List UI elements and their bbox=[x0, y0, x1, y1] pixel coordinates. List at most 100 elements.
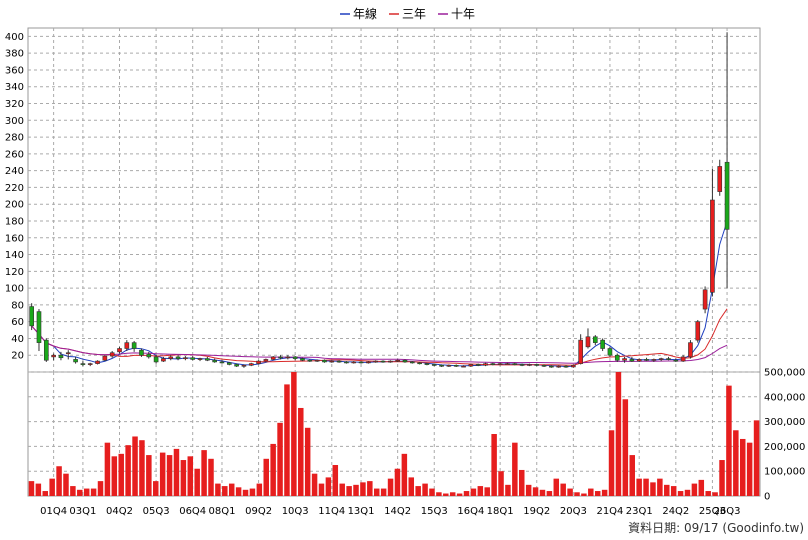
candle-body bbox=[219, 361, 225, 364]
price-axis-ticks: 20 40 60 80 100 120 140 160 180 200 220 240 260 280 30… bbox=[5, 32, 24, 362]
volume-bar bbox=[49, 478, 55, 496]
candle-body bbox=[651, 359, 657, 361]
volume-tick-label: 400,000 bbox=[764, 392, 805, 403]
volume-bar bbox=[118, 453, 124, 496]
volume-bar bbox=[636, 478, 642, 496]
volume-bar bbox=[664, 484, 670, 496]
volume-bar bbox=[477, 486, 484, 496]
price-tick-label: 80 bbox=[11, 300, 24, 311]
volume-bar bbox=[560, 483, 566, 496]
candle-body bbox=[205, 358, 210, 361]
volume-bar bbox=[539, 489, 546, 496]
candle-body bbox=[519, 364, 525, 366]
volume-axis-ticks: 0 100,000 200,000 300,000 400,000 500,000 bbox=[764, 368, 805, 503]
price-tick-label: 320 bbox=[5, 99, 24, 110]
candle-body bbox=[534, 364, 540, 366]
volume-bar bbox=[277, 422, 283, 496]
volume-bar bbox=[519, 469, 525, 496]
volume-bar bbox=[153, 481, 159, 496]
candle-body bbox=[629, 359, 635, 362]
volume-bar bbox=[194, 468, 200, 496]
candle-body bbox=[636, 359, 642, 362]
volume-bar bbox=[739, 438, 746, 496]
candle-body bbox=[468, 364, 474, 367]
x-tick-label: 26Q3 bbox=[714, 506, 741, 517]
price-panel-frame bbox=[27, 27, 761, 373]
candle-body bbox=[592, 336, 598, 343]
volume-bar bbox=[242, 489, 249, 496]
price-tick-label: 360 bbox=[5, 65, 24, 76]
volume-bar bbox=[111, 456, 118, 496]
volume-bar bbox=[546, 491, 553, 496]
volume-bar bbox=[629, 455, 635, 496]
volume-bar bbox=[581, 493, 587, 496]
candle-body bbox=[446, 364, 452, 367]
candle-body bbox=[234, 364, 239, 367]
source-label: (Goodinfo.tw) bbox=[722, 521, 804, 535]
volume-bar bbox=[698, 479, 705, 496]
volume-bar bbox=[270, 443, 276, 496]
candle-body bbox=[710, 199, 715, 293]
candle-body bbox=[36, 311, 42, 343]
volume-bar bbox=[484, 487, 490, 496]
volume-bar bbox=[387, 478, 394, 496]
candle-body bbox=[322, 359, 327, 363]
candle-body bbox=[424, 363, 430, 365]
candle-body bbox=[73, 359, 78, 363]
volume-bar bbox=[553, 478, 560, 496]
volume-bar bbox=[146, 455, 152, 496]
candle-body bbox=[680, 356, 686, 362]
candle-body bbox=[380, 360, 386, 363]
x-tick-label: 18Q1 bbox=[487, 506, 514, 517]
candle-body bbox=[161, 358, 166, 362]
volume-bar bbox=[83, 488, 90, 496]
volume-bar bbox=[311, 473, 318, 496]
volume-bar bbox=[498, 471, 504, 496]
volume-bar bbox=[318, 483, 325, 496]
candle-body bbox=[241, 364, 247, 367]
candle-body bbox=[226, 362, 232, 365]
candle-body bbox=[490, 363, 496, 365]
price-tick-label: 160 bbox=[5, 233, 24, 244]
volume-bar bbox=[691, 483, 698, 496]
volume-tick-label: 300,000 bbox=[764, 417, 805, 428]
volume-bar bbox=[222, 486, 228, 496]
candle-body bbox=[270, 356, 276, 360]
price-tick-label: 220 bbox=[5, 183, 24, 194]
volume-bar bbox=[339, 483, 345, 496]
candle-body bbox=[688, 342, 693, 358]
legend-label-1: 三年 bbox=[402, 7, 426, 21]
volume-bar bbox=[415, 486, 421, 496]
volume-bar bbox=[249, 488, 256, 496]
candle-body bbox=[344, 361, 349, 364]
candle-body bbox=[622, 358, 627, 361]
volume-bar bbox=[77, 489, 83, 496]
volume-bar bbox=[622, 399, 629, 496]
x-tick-label: 19Q2 bbox=[523, 506, 550, 517]
volume-bar bbox=[97, 481, 104, 496]
volume-bar bbox=[733, 430, 739, 496]
volume-bar bbox=[35, 483, 42, 496]
candle-body bbox=[644, 359, 649, 361]
candle-body bbox=[248, 363, 254, 366]
candle-body bbox=[109, 352, 115, 357]
volume-bar bbox=[532, 487, 539, 496]
volume-bar bbox=[263, 458, 269, 496]
volume-bar bbox=[325, 477, 332, 496]
volume-bar bbox=[429, 488, 435, 496]
x-tick-label: 04Q2 bbox=[106, 506, 133, 517]
volume-bar bbox=[422, 483, 428, 496]
candle-body bbox=[314, 359, 320, 362]
volume-bar bbox=[670, 486, 677, 496]
price-tick-label: 240 bbox=[5, 166, 24, 177]
candle-body bbox=[483, 363, 488, 366]
volume-bar bbox=[201, 450, 207, 496]
candle-body bbox=[563, 365, 569, 368]
volume-bar bbox=[298, 407, 304, 496]
candle-body bbox=[307, 359, 313, 362]
candle-body bbox=[175, 356, 181, 359]
candle-body bbox=[329, 360, 335, 363]
data-date-label: 資料日期: 09/17 bbox=[628, 521, 719, 535]
candle-body bbox=[717, 166, 723, 192]
volume-bar bbox=[491, 434, 497, 496]
